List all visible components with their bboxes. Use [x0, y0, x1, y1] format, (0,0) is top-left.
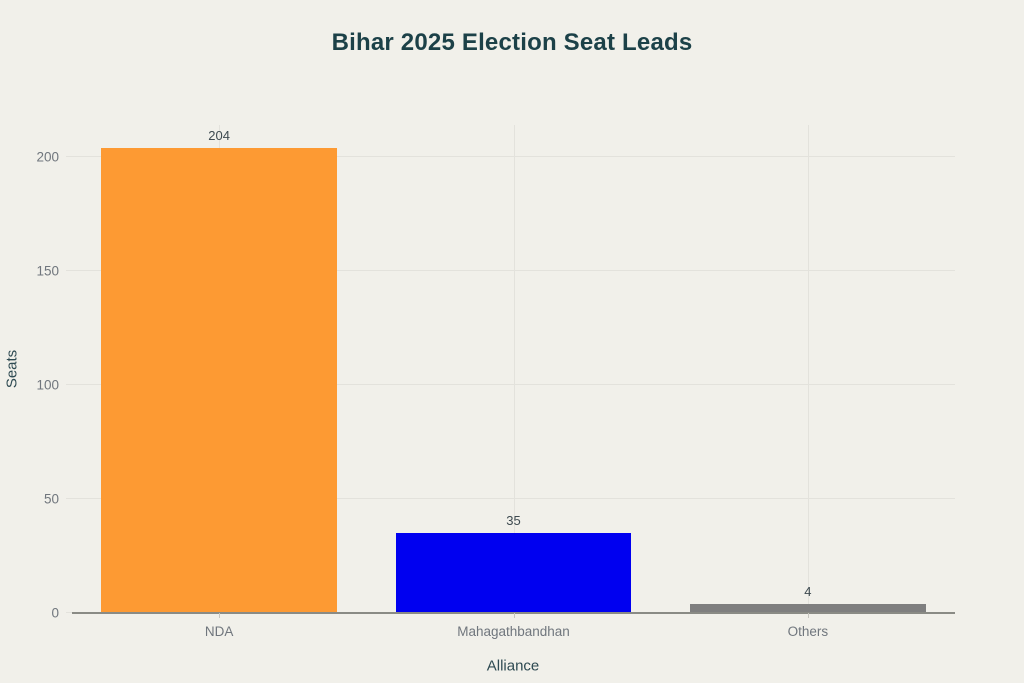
bar-others [690, 603, 926, 613]
y-tick-label-0: 0 [51, 605, 59, 621]
gridline-x-mahagathbandhan [513, 125, 515, 613]
x-axis-title: Alliance [486, 657, 540, 675]
y-tick-mark-0 [66, 612, 72, 613]
bar-value-label-mahagathbandhan: 35 [506, 513, 521, 529]
gridline-x-others [807, 125, 809, 613]
bar-value-label-others: 4 [804, 583, 812, 599]
y-tick-mark-50 [66, 497, 72, 499]
y-tick-mark-100 [66, 383, 72, 385]
plot-area: 0 50 100 150 200 204 35 4 NDA Mahagathbandhan Oth… [36, 125, 955, 639]
y-tick-mark-150 [66, 269, 72, 271]
y-tick-label-200: 200 [36, 149, 59, 165]
bar-value-label-nda: 204 [208, 127, 231, 143]
x-tick-label-mahagathbandhan: Mahagathbandhan [457, 624, 570, 639]
x-tick-label-nda: NDA [204, 624, 234, 639]
y-axis-title: Seats [3, 349, 21, 389]
y-tick-mark-200 [66, 155, 72, 157]
y-tick-label-150: 150 [36, 263, 59, 279]
y-tick-label-100: 100 [36, 377, 59, 393]
bar-mahagathbandhan [395, 533, 632, 613]
x-tick-mark-nda [219, 613, 221, 618]
x-tick-label-others: Others [787, 624, 829, 639]
bar-nda [101, 147, 337, 613]
x-tick-mark-others [807, 613, 809, 618]
chart-title: Bihar 2025 Election Seat Leads [331, 29, 693, 56]
x-tick-mark-mahagathbandhan [513, 613, 515, 618]
y-tick-label-50: 50 [43, 491, 59, 507]
